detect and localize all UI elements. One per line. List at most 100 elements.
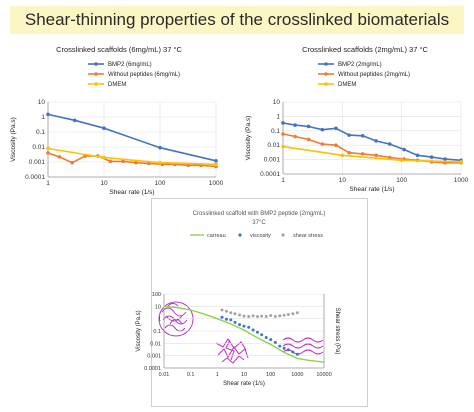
data-point [214, 162, 218, 167]
x-tick-label: 1 [281, 177, 285, 184]
y-tick-label: 0.1 [36, 129, 45, 136]
data-point [347, 133, 351, 137]
data-point [291, 350, 295, 354]
data-point [429, 155, 434, 159]
data-point [260, 333, 264, 337]
data-point [46, 151, 50, 155]
data-point [387, 142, 392, 146]
x-tick-label: 1 [216, 372, 219, 378]
data-point [286, 312, 290, 316]
data-point [146, 161, 151, 166]
y-tick-label: 0.01 [267, 142, 280, 149]
data-point [273, 340, 277, 344]
legend-label: Without peptides (6mg/mL) [108, 72, 180, 78]
series-line [282, 122, 462, 162]
y-tick-label: 0.001 [264, 157, 281, 164]
data-point [295, 311, 299, 315]
data-point [273, 314, 277, 318]
series-carreau [163, 305, 325, 363]
y-tick-label: 100 [152, 292, 161, 298]
data-point [291, 312, 295, 316]
x-tick-label: 1 [46, 180, 50, 187]
y-axis-label: Viscosity (Pa.s) [10, 117, 17, 162]
data-point [108, 159, 113, 164]
y-tick-label: 0.01 [150, 341, 161, 347]
legend-label: BMP2 (2mg/mL) [338, 62, 382, 68]
data-point [320, 127, 325, 132]
series-line [47, 147, 217, 166]
data-point [255, 330, 259, 334]
series-line [163, 305, 325, 363]
data-point [214, 159, 218, 163]
data-point [334, 126, 338, 131]
data-point [334, 143, 338, 147]
data-point [402, 147, 406, 152]
series-dmem [281, 144, 463, 164]
data-point [251, 314, 255, 318]
data-point [46, 146, 50, 151]
data-point [320, 142, 325, 146]
y-tick-label: 0.001 [147, 354, 161, 360]
data-point [282, 346, 286, 350]
data-point [251, 328, 255, 332]
data-point [269, 338, 273, 342]
data-point [233, 312, 237, 316]
coiled-polymer-icon [158, 301, 194, 337]
y-tick-label: 1 [276, 113, 280, 120]
data-point [387, 155, 392, 160]
y-axis-label: Viscosity (Pa.s) [245, 116, 252, 161]
series-without-peptides-6mg-ml- [46, 151, 218, 169]
data-point [70, 160, 74, 165]
data-point [281, 121, 285, 125]
data-point [415, 153, 420, 158]
legend-marker [281, 233, 285, 237]
data-point [186, 163, 191, 168]
x-tick-label: 1000 [454, 177, 469, 184]
data-point [229, 318, 233, 322]
data-point [340, 153, 345, 158]
tangled-chain-icon [215, 337, 249, 364]
chart-title: Crosslinked scaffolds (2mg/mL) 37 °C [302, 45, 428, 54]
data-point [238, 323, 242, 327]
legend-label: DMEM [108, 82, 126, 88]
data-point [121, 159, 125, 164]
y-tick-label: 10 [273, 99, 281, 106]
data-point [238, 313, 242, 317]
data-point [224, 309, 228, 313]
data-point [158, 145, 162, 150]
legend-marker [324, 62, 328, 66]
data-point [399, 158, 404, 163]
legend-marker [94, 62, 98, 66]
legend-marker [324, 72, 328, 76]
y-tick-label: 10 [155, 304, 161, 310]
x-axis-label: Shear rate (1/s) [109, 189, 154, 196]
chart-3-frame [151, 198, 368, 407]
series-bmp2-6mg-ml- [46, 112, 218, 163]
data-point [360, 133, 365, 138]
legend-label: Without peptides (2mg/mL) [338, 72, 410, 78]
chart-title: Crosslinked scaffolds (6mg/mL) 37 °C [56, 45, 182, 54]
series-bmp2-2mg-ml- [281, 121, 463, 163]
data-point [224, 317, 228, 321]
series-line [282, 145, 462, 163]
x-tick-label: 10000 [316, 372, 331, 378]
series-line [47, 113, 217, 162]
y-tick-label: 10 [38, 99, 46, 106]
y-axis-label: Viscosity (Pa.s) [136, 310, 142, 351]
data-point [443, 157, 447, 161]
data-point [102, 126, 106, 130]
x-tick-label: 1000 [291, 372, 303, 378]
legend-marker [324, 82, 328, 86]
aligned-chains-icon [282, 337, 324, 355]
y-tick-label: 1 [158, 317, 161, 323]
legend-label: carreau [207, 233, 226, 239]
y-tick-label: 0.001 [29, 159, 46, 166]
chart-subtitle: 37°C [252, 220, 266, 226]
x-axis-label: Shear rate (1/s) [223, 381, 265, 387]
data-point [278, 314, 282, 318]
data-point [220, 315, 224, 319]
chart-3: Crosslinked scaffold with BMP2 peptide (… [136, 211, 340, 387]
data-point [247, 325, 251, 329]
data-point [102, 155, 106, 160]
